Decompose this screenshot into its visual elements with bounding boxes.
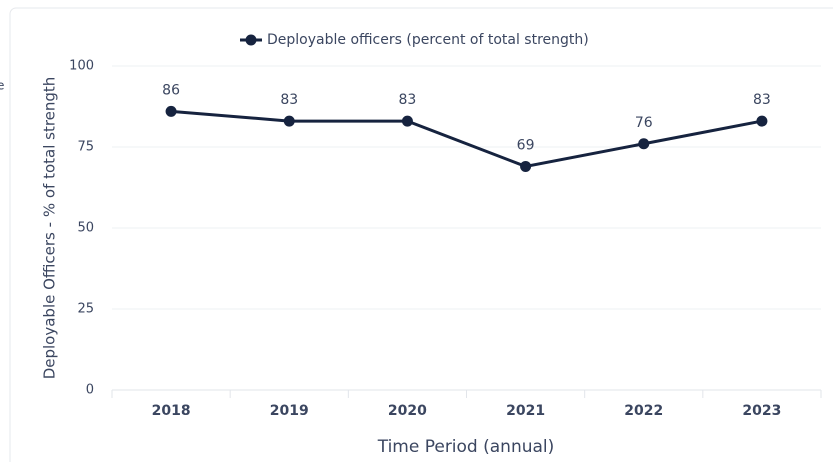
card — [9, 7, 833, 462]
data-label: 76 — [635, 115, 653, 131]
x-tick-label: 2018 — [152, 403, 191, 419]
y-tick-label: 50 — [77, 221, 94, 236]
x-tick-label: 2019 — [270, 403, 309, 419]
data-label: 83 — [280, 92, 298, 108]
x-tick-label: 2023 — [742, 403, 781, 419]
legend-label: Deployable officers (percent of total st… — [267, 32, 589, 48]
clipped-text: e — [0, 79, 4, 93]
data-point — [520, 160, 532, 172]
data-label: 83 — [753, 92, 771, 108]
data-point — [165, 105, 177, 117]
x-tick-label: 2022 — [624, 403, 663, 419]
data-point — [756, 115, 768, 127]
y-tick-label: 0 — [86, 383, 94, 398]
y-tick-label: 75 — [77, 140, 94, 155]
x-tick-label: 2021 — [506, 403, 545, 419]
series-line — [170, 109, 763, 168]
legend-marker — [245, 34, 257, 46]
data-label: 69 — [517, 137, 535, 153]
x-tick-label: 2020 — [388, 403, 427, 419]
data-point — [401, 115, 413, 127]
data-point — [283, 115, 295, 127]
y-tick-label: 100 — [69, 59, 94, 74]
data-label: 83 — [399, 92, 417, 108]
data-point — [638, 138, 650, 150]
y-axis-label: Deployable Officers - % of total strengt… — [41, 77, 59, 380]
data-label: 86 — [162, 82, 180, 98]
x-axis-label: Time Period (annual) — [377, 437, 555, 457]
y-tick-label: 25 — [77, 302, 94, 317]
